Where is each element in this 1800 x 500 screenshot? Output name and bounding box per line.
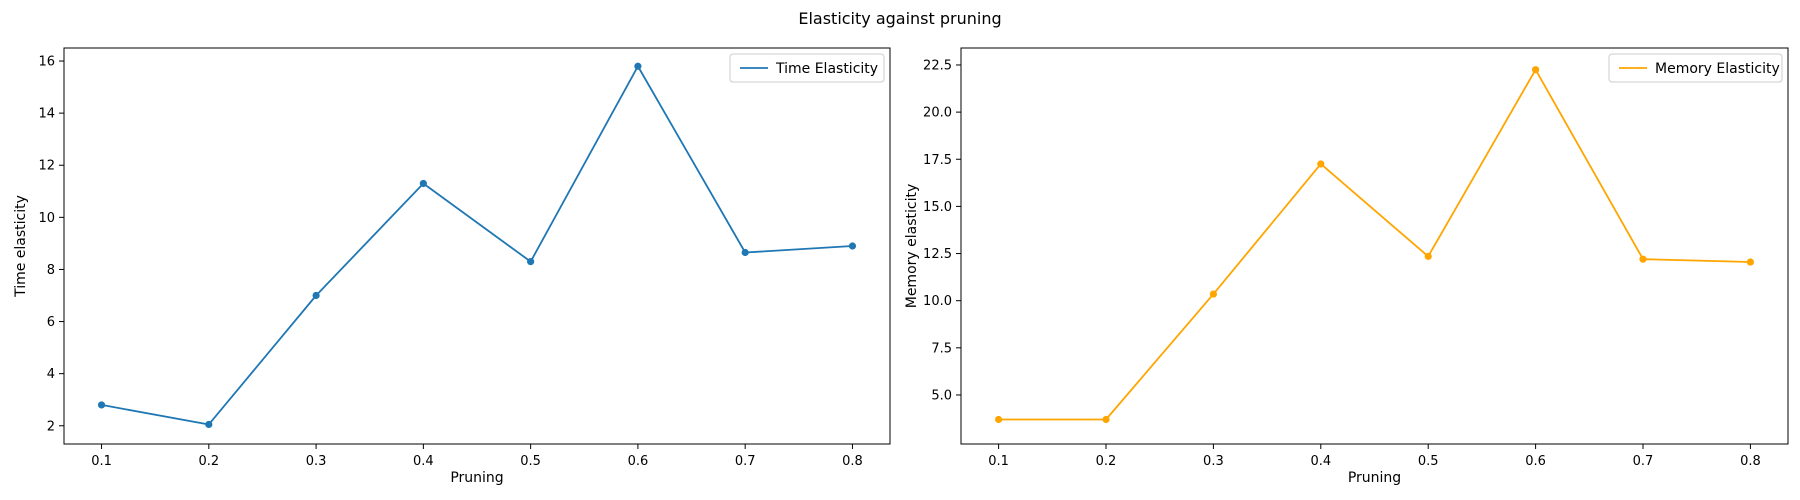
legend: Time Elasticity bbox=[729, 53, 885, 83]
subplot-2: 0.1 0.2 0.3 0.4 0.5 0.6 0.7 0.8 5.0 7.5 10.0 12.5 15… bbox=[904, 47, 1789, 486]
y-tick-label: 2 bbox=[47, 419, 55, 434]
series-line bbox=[998, 68, 1751, 421]
y-tick-label: 15.0 bbox=[923, 200, 952, 215]
legend-label: Time Elasticity bbox=[775, 61, 878, 77]
data-point bbox=[205, 420, 213, 429]
y-tick-label: 5.0 bbox=[931, 388, 952, 403]
x-tick-label: 0.1 bbox=[988, 454, 1009, 469]
data-point bbox=[1317, 160, 1325, 168]
data-point bbox=[1209, 290, 1217, 298]
data-point bbox=[97, 401, 106, 409]
x-tick-label: 0.2 bbox=[198, 454, 219, 469]
subplot-1: 0.1 0.2 0.3 0.4 0.5 0.6 0.7 0.8 2 4 6 8 10 12 14 16 Prun… bbox=[13, 47, 891, 486]
y-tick-label: 14 bbox=[38, 107, 55, 122]
series-line bbox=[101, 65, 853, 426]
x-tick-label: 0.1 bbox=[91, 454, 112, 469]
data-point bbox=[1746, 258, 1755, 266]
x-tick-label: 0.3 bbox=[306, 454, 327, 469]
x-tick-label: 0.2 bbox=[1096, 454, 1117, 469]
data-point bbox=[741, 248, 749, 257]
data-point bbox=[312, 291, 320, 300]
data-point bbox=[994, 415, 1003, 424]
data-point bbox=[1639, 255, 1647, 263]
legend-box bbox=[729, 53, 885, 83]
x-tick-label: 0.5 bbox=[1418, 454, 1439, 469]
y-tick-label: 7.5 bbox=[931, 341, 952, 356]
legend-box bbox=[1608, 53, 1783, 83]
x-tick-label: 0.8 bbox=[842, 454, 863, 469]
data-point bbox=[1532, 66, 1540, 74]
y-tick-label: 8 bbox=[47, 263, 55, 278]
y-tick-label: 4 bbox=[47, 367, 55, 382]
y-axis-label: Memory elasticity bbox=[904, 184, 920, 309]
x-tick-label: 0.4 bbox=[1310, 454, 1331, 469]
data-point bbox=[848, 242, 857, 250]
legend: Memory Elasticity bbox=[1608, 53, 1783, 83]
x-tick-label: 0.5 bbox=[520, 454, 541, 469]
data-point bbox=[1102, 415, 1110, 424]
x-tick-label: 0.7 bbox=[735, 454, 756, 469]
figure-title: Elasticity against pruning bbox=[798, 9, 1001, 28]
x-tick-label: 0.3 bbox=[1203, 454, 1224, 469]
x-tick-label: 0.7 bbox=[1633, 454, 1654, 469]
x-tick-label: 0.8 bbox=[1740, 454, 1761, 469]
subplots: 0.1 0.2 0.3 0.4 0.5 0.6 0.7 0.8 2 4 6 8 10 12 14 16 Prun… bbox=[13, 47, 1789, 486]
x-tick-label: 0.4 bbox=[413, 454, 434, 469]
x-axis-label: Pruning bbox=[1348, 470, 1401, 486]
y-tick-label: 16 bbox=[38, 55, 55, 70]
legend-label: Memory Elasticity bbox=[1655, 61, 1780, 77]
data-point bbox=[634, 62, 642, 70]
data-point bbox=[527, 258, 535, 266]
data-point bbox=[1424, 252, 1432, 260]
y-tick-label: 20.0 bbox=[923, 106, 952, 121]
y-tick-label: 10 bbox=[38, 211, 55, 226]
y-tick-label: 12 bbox=[38, 159, 55, 174]
axes-frame bbox=[960, 47, 1789, 445]
y-tick-label: 6 bbox=[47, 315, 55, 330]
axes-frame bbox=[63, 47, 891, 445]
x-tick-label: 0.6 bbox=[1525, 454, 1546, 469]
x-tick-label: 0.6 bbox=[628, 454, 649, 469]
y-tick-label: 22.5 bbox=[923, 58, 952, 73]
y-tick-label: 12.5 bbox=[923, 247, 952, 262]
y-tick-label: 10.0 bbox=[923, 294, 952, 309]
x-axis-label: Pruning bbox=[450, 470, 503, 486]
y-axis-label: Time elasticity bbox=[13, 195, 29, 298]
y-tick-label: 17.5 bbox=[923, 153, 952, 168]
data-point bbox=[419, 179, 427, 188]
